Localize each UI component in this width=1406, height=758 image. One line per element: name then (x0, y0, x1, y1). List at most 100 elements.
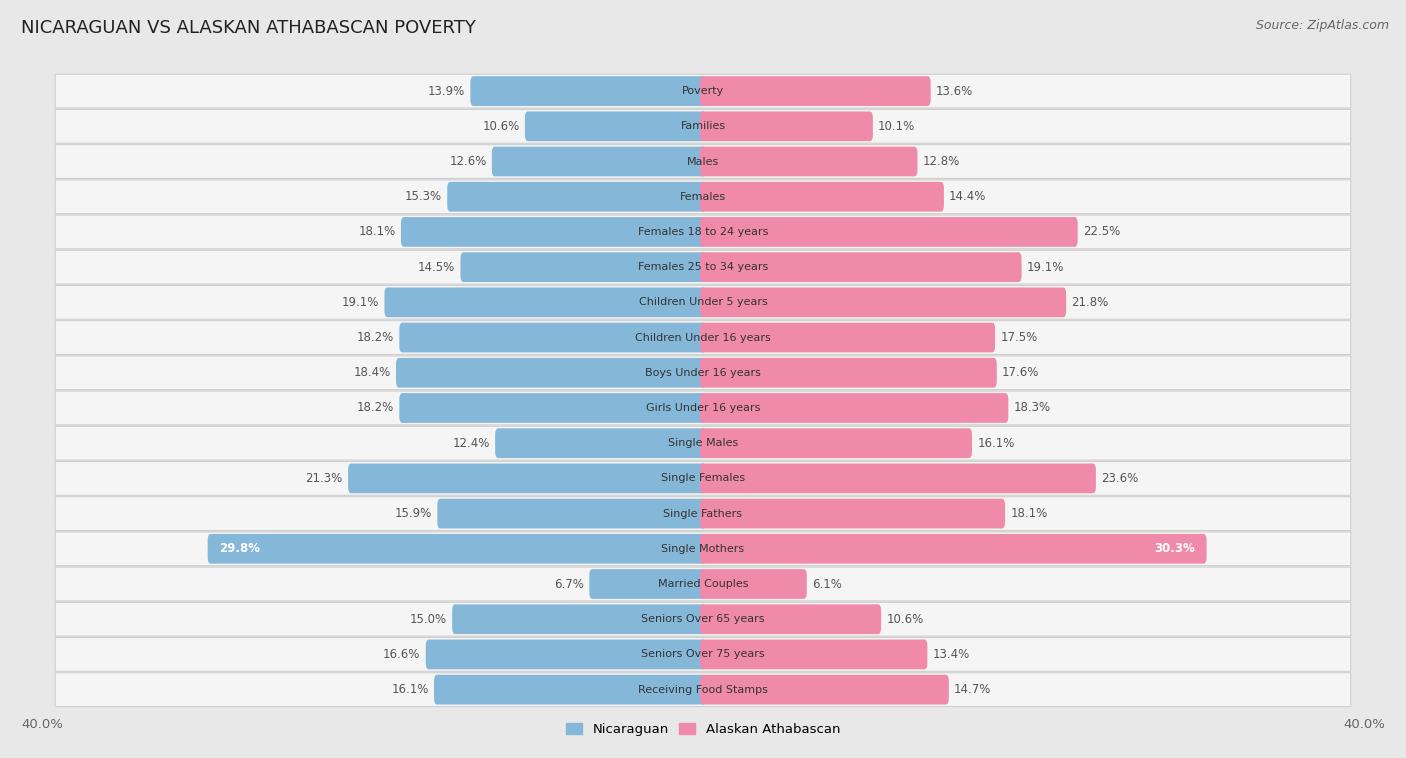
Text: 10.6%: 10.6% (482, 120, 520, 133)
FancyBboxPatch shape (55, 180, 1351, 214)
Text: 15.3%: 15.3% (405, 190, 441, 203)
Text: 19.1%: 19.1% (1026, 261, 1064, 274)
Text: 12.8%: 12.8% (922, 155, 960, 168)
Text: Children Under 16 years: Children Under 16 years (636, 333, 770, 343)
Text: 18.1%: 18.1% (359, 225, 395, 239)
FancyBboxPatch shape (700, 569, 807, 599)
FancyBboxPatch shape (700, 146, 918, 177)
FancyBboxPatch shape (453, 604, 706, 634)
Text: 21.3%: 21.3% (305, 472, 343, 485)
FancyBboxPatch shape (55, 532, 1351, 565)
Text: Girls Under 16 years: Girls Under 16 years (645, 403, 761, 413)
Text: 16.1%: 16.1% (391, 683, 429, 696)
FancyBboxPatch shape (700, 182, 943, 211)
FancyBboxPatch shape (349, 464, 706, 493)
Text: NICARAGUAN VS ALASKAN ATHABASCAN POVERTY: NICARAGUAN VS ALASKAN ATHABASCAN POVERTY (21, 19, 477, 37)
Text: 17.5%: 17.5% (1001, 331, 1038, 344)
Text: 18.4%: 18.4% (353, 366, 391, 379)
FancyBboxPatch shape (700, 640, 928, 669)
Text: 10.1%: 10.1% (879, 120, 915, 133)
Text: Families: Families (681, 121, 725, 131)
Text: 30.3%: 30.3% (1154, 542, 1195, 556)
Text: 16.1%: 16.1% (977, 437, 1015, 449)
FancyBboxPatch shape (55, 567, 1351, 601)
Text: 18.1%: 18.1% (1011, 507, 1047, 520)
FancyBboxPatch shape (460, 252, 706, 282)
FancyBboxPatch shape (700, 323, 995, 352)
FancyBboxPatch shape (55, 109, 1351, 143)
Text: 14.4%: 14.4% (949, 190, 987, 203)
Text: Seniors Over 65 years: Seniors Over 65 years (641, 614, 765, 625)
FancyBboxPatch shape (55, 286, 1351, 319)
Text: Single Fathers: Single Fathers (664, 509, 742, 518)
Text: 12.6%: 12.6% (449, 155, 486, 168)
FancyBboxPatch shape (55, 250, 1351, 284)
FancyBboxPatch shape (700, 499, 1005, 528)
FancyBboxPatch shape (495, 428, 706, 458)
Text: 23.6%: 23.6% (1101, 472, 1139, 485)
FancyBboxPatch shape (55, 426, 1351, 460)
Text: Single Mothers: Single Mothers (661, 543, 745, 554)
Text: Source: ZipAtlas.com: Source: ZipAtlas.com (1256, 19, 1389, 32)
Text: Females 25 to 34 years: Females 25 to 34 years (638, 262, 768, 272)
Text: Single Females: Single Females (661, 474, 745, 484)
Text: 14.7%: 14.7% (955, 683, 991, 696)
FancyBboxPatch shape (700, 428, 972, 458)
Text: 14.5%: 14.5% (418, 261, 456, 274)
Text: 6.7%: 6.7% (554, 578, 583, 590)
FancyBboxPatch shape (700, 393, 1008, 423)
FancyBboxPatch shape (55, 74, 1351, 108)
FancyBboxPatch shape (700, 111, 873, 141)
FancyBboxPatch shape (437, 499, 706, 528)
FancyBboxPatch shape (401, 217, 706, 247)
Text: 13.6%: 13.6% (936, 85, 973, 98)
Text: Children Under 5 years: Children Under 5 years (638, 297, 768, 307)
FancyBboxPatch shape (700, 358, 997, 387)
FancyBboxPatch shape (589, 569, 706, 599)
Text: Seniors Over 75 years: Seniors Over 75 years (641, 650, 765, 659)
FancyBboxPatch shape (55, 145, 1351, 178)
FancyBboxPatch shape (700, 675, 949, 704)
Text: Males: Males (688, 156, 718, 167)
Text: 15.9%: 15.9% (395, 507, 432, 520)
Text: Boys Under 16 years: Boys Under 16 years (645, 368, 761, 377)
FancyBboxPatch shape (447, 182, 706, 211)
FancyBboxPatch shape (426, 640, 706, 669)
FancyBboxPatch shape (55, 321, 1351, 355)
Text: Single Males: Single Males (668, 438, 738, 448)
FancyBboxPatch shape (55, 356, 1351, 390)
Text: 17.6%: 17.6% (1002, 366, 1039, 379)
FancyBboxPatch shape (492, 146, 706, 177)
Legend: Nicaraguan, Alaskan Athabascan: Nicaraguan, Alaskan Athabascan (561, 718, 845, 741)
Text: Females: Females (681, 192, 725, 202)
Text: 16.6%: 16.6% (382, 648, 420, 661)
FancyBboxPatch shape (700, 252, 1022, 282)
FancyBboxPatch shape (55, 391, 1351, 425)
FancyBboxPatch shape (700, 464, 1095, 493)
Text: 15.0%: 15.0% (409, 612, 447, 625)
Text: 12.4%: 12.4% (453, 437, 489, 449)
FancyBboxPatch shape (55, 462, 1351, 495)
Text: Females 18 to 24 years: Females 18 to 24 years (638, 227, 768, 237)
Text: 21.8%: 21.8% (1071, 296, 1109, 309)
Text: 6.1%: 6.1% (813, 578, 842, 590)
FancyBboxPatch shape (700, 217, 1078, 247)
FancyBboxPatch shape (55, 637, 1351, 672)
FancyBboxPatch shape (55, 496, 1351, 531)
Text: 13.4%: 13.4% (932, 648, 970, 661)
FancyBboxPatch shape (55, 673, 1351, 706)
Text: 13.9%: 13.9% (427, 85, 465, 98)
Text: Receiving Food Stamps: Receiving Food Stamps (638, 684, 768, 694)
FancyBboxPatch shape (399, 393, 706, 423)
FancyBboxPatch shape (208, 534, 706, 564)
Text: 29.8%: 29.8% (219, 542, 260, 556)
Text: 18.3%: 18.3% (1014, 402, 1050, 415)
FancyBboxPatch shape (55, 603, 1351, 636)
FancyBboxPatch shape (700, 287, 1066, 317)
Text: 22.5%: 22.5% (1083, 225, 1121, 239)
Text: 19.1%: 19.1% (342, 296, 380, 309)
Text: Poverty: Poverty (682, 86, 724, 96)
FancyBboxPatch shape (700, 534, 1206, 564)
FancyBboxPatch shape (434, 675, 706, 704)
FancyBboxPatch shape (384, 287, 706, 317)
